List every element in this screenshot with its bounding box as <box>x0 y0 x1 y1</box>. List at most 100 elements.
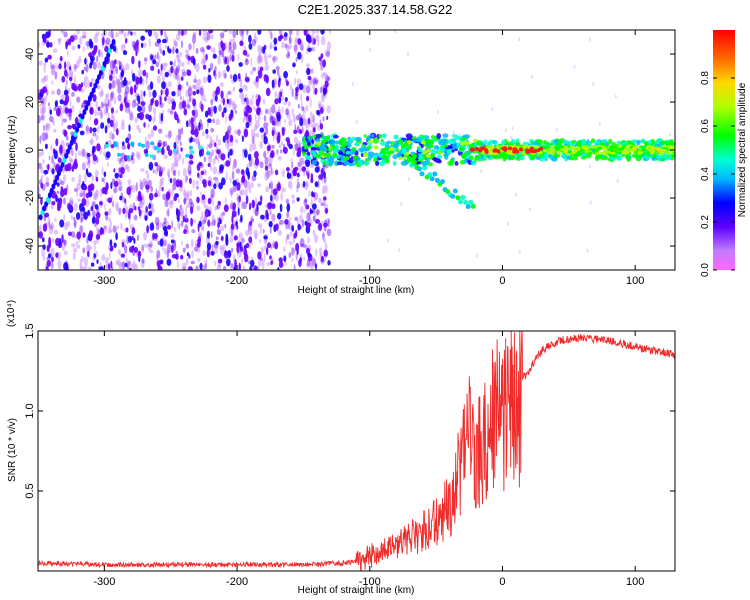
heat-cell <box>529 139 534 143</box>
heat-cell <box>172 169 176 174</box>
heat-cell <box>39 135 42 144</box>
heat-cell <box>92 145 95 154</box>
heat-cell <box>69 35 75 43</box>
heat-cell <box>179 152 182 160</box>
heat-cell <box>394 30 397 34</box>
heat-cell <box>208 143 213 149</box>
heat-cell <box>269 45 272 50</box>
heat-cell <box>123 31 127 38</box>
heat-cell <box>513 147 518 152</box>
heat-cell <box>315 81 318 86</box>
heat-cell <box>260 225 262 235</box>
heat-cell <box>132 31 137 36</box>
heat-cell <box>501 139 506 145</box>
heat-cell <box>44 57 49 63</box>
heat-cell <box>518 249 521 254</box>
heat-cell <box>430 153 436 158</box>
heat-cell <box>283 70 288 79</box>
heat-cell <box>104 45 109 53</box>
heat-cell <box>93 33 99 44</box>
heat-cell <box>92 210 96 218</box>
heat-cell <box>248 202 252 211</box>
heat-cell <box>152 116 155 124</box>
heat-cell <box>400 201 403 206</box>
heat-cell <box>240 200 244 210</box>
heat-cell <box>52 48 58 53</box>
heat-cell <box>63 148 67 155</box>
heat-cell <box>293 264 296 270</box>
heat-cell <box>211 214 215 222</box>
heat-cell <box>237 128 241 137</box>
heat-cell <box>76 59 80 69</box>
heat-cell <box>192 42 195 51</box>
heat-cell <box>170 239 175 244</box>
heat-cell <box>267 169 272 177</box>
heat-cell <box>128 105 130 115</box>
heat-cell <box>407 145 413 150</box>
heat-cell <box>232 184 237 193</box>
heat-cell <box>213 218 216 227</box>
heat-cell <box>230 263 234 268</box>
heat-cell <box>299 238 305 247</box>
heat-cell <box>100 88 104 97</box>
heat-cell <box>417 148 423 153</box>
heat-cell <box>115 260 119 266</box>
heat-cell <box>302 84 307 94</box>
heat-cell <box>143 122 146 128</box>
heat-cell <box>170 65 174 74</box>
heat-cell <box>186 202 191 209</box>
heat-cell <box>124 164 128 170</box>
heat-cell <box>108 82 112 90</box>
heat-cell <box>470 160 477 166</box>
heat-cell <box>100 266 104 270</box>
heat-cell <box>249 143 253 153</box>
heat-cell <box>210 231 213 239</box>
heat-cell <box>82 80 86 87</box>
heat-cell <box>284 261 288 266</box>
heat-cell <box>253 106 256 111</box>
heat-cell <box>53 150 58 160</box>
heat-cell <box>212 90 216 101</box>
heat-cell <box>56 107 61 117</box>
heat-cell <box>587 141 592 147</box>
heat-cell <box>263 150 267 159</box>
heat-cell <box>320 202 325 207</box>
heat-cell <box>484 149 489 154</box>
heat-cell <box>190 206 194 215</box>
heat-cell <box>196 246 200 254</box>
heat-cell <box>155 61 159 68</box>
heat-cell <box>220 153 226 161</box>
heat-cell <box>189 190 193 197</box>
heat-cell <box>241 174 245 184</box>
heat-cell <box>617 147 623 151</box>
heat-cell <box>101 166 104 176</box>
heat-cell <box>143 90 146 97</box>
heat-cell <box>213 69 216 77</box>
snr-plot-area <box>38 331 675 571</box>
heat-cell <box>291 107 294 117</box>
heat-cell <box>125 37 128 44</box>
heat-cell <box>660 140 666 145</box>
heat-cell <box>257 107 261 113</box>
heat-cell <box>312 113 315 119</box>
heat-cell <box>168 201 174 209</box>
heat-cell <box>63 89 69 96</box>
heat-cell <box>358 147 365 152</box>
heat-cell <box>127 260 131 267</box>
heat-cell <box>329 139 336 146</box>
heat-cell <box>175 65 180 73</box>
heat-cell <box>100 227 105 235</box>
heat-cell <box>378 134 383 139</box>
heat-cell <box>218 182 223 190</box>
heat-cell <box>580 156 587 160</box>
heat-cell <box>134 205 137 211</box>
heat-cell <box>117 85 122 94</box>
heat-cell <box>250 129 256 138</box>
heat-cell <box>173 58 176 68</box>
heat-cell <box>152 107 157 114</box>
heat-cell <box>214 142 217 148</box>
heat-cell <box>172 62 175 67</box>
heat-cell <box>63 61 67 70</box>
heat-cell <box>67 49 69 58</box>
heat-cell <box>303 256 305 261</box>
